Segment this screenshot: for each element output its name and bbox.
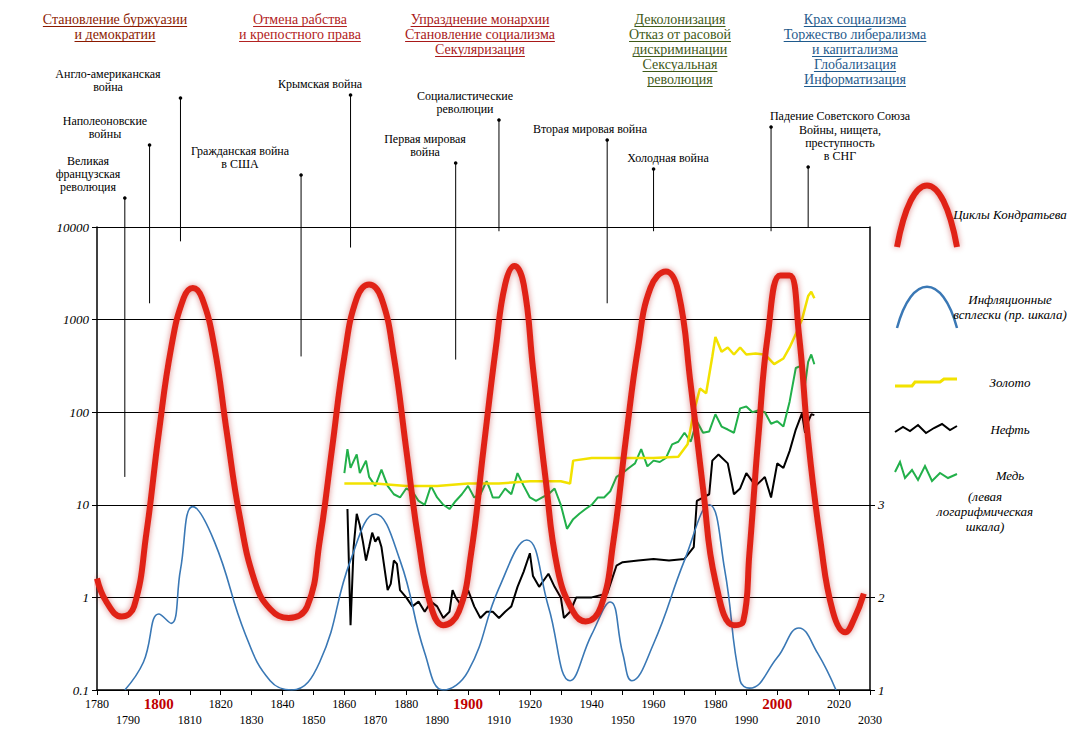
svg-text:10000: 10000 (57, 220, 90, 235)
svg-text:войны: войны (89, 127, 122, 141)
svg-text:Крымская война: Крымская война (278, 77, 363, 91)
svg-text:в США: в США (221, 157, 259, 171)
svg-text:Медь: Медь (995, 468, 1025, 483)
svg-text:1000: 1000 (63, 312, 90, 327)
svg-text:Первая мировая: Первая мировая (384, 132, 466, 146)
svg-text:Войны, нищета,: Войны, нищета, (799, 123, 881, 137)
svg-text:1980: 1980 (703, 697, 727, 711)
svg-text:1940: 1940 (580, 697, 604, 711)
svg-text:война: война (410, 145, 440, 159)
svg-text:Крах социализма: Крах социализма (804, 12, 907, 27)
svg-text:2: 2 (878, 590, 885, 605)
svg-text:и крепостного права: и крепостного права (239, 27, 362, 42)
svg-text:1: 1 (83, 590, 90, 605)
svg-text:10: 10 (76, 497, 90, 512)
svg-text:1860: 1860 (332, 697, 356, 711)
svg-text:Информатизация: Информатизация (804, 72, 906, 87)
svg-text:и демократии: и демократии (75, 27, 156, 42)
svg-text:1820: 1820 (209, 697, 233, 711)
svg-text:Циклы Кондратьева: Циклы Кондратьева (952, 207, 1067, 222)
svg-text:Холодная война: Холодная война (627, 151, 709, 165)
svg-text:Гражданская война: Гражданская война (191, 144, 290, 158)
svg-text:Отказ от расовой: Отказ от расовой (629, 27, 731, 42)
svg-text:Социалистические: Социалистические (417, 89, 513, 103)
svg-text:революция: революция (647, 72, 713, 87)
svg-text:1830: 1830 (240, 713, 264, 727)
svg-text:Падение Советского Союза: Падение Советского Союза (770, 109, 911, 123)
svg-text:1970: 1970 (672, 713, 696, 727)
svg-text:1840: 1840 (271, 697, 295, 711)
svg-text:Секуляризация: Секуляризация (435, 42, 525, 57)
svg-text:дискриминации: дискриминации (633, 42, 728, 57)
svg-text:2000: 2000 (762, 696, 792, 712)
svg-text:Упразднение монархии: Упразднение монархии (411, 12, 550, 27)
svg-text:1: 1 (878, 683, 885, 698)
svg-text:всплески (пр. шкала): всплески (пр. шкала) (953, 307, 1067, 322)
svg-text:Становление социализма: Становление социализма (405, 27, 556, 42)
svg-text:Отмена рабства: Отмена рабства (253, 12, 348, 27)
svg-text:1850: 1850 (301, 713, 325, 727)
svg-text:(левая: (левая (968, 489, 1002, 504)
svg-text:2030: 2030 (858, 713, 882, 727)
svg-text:Глобализация: Глобализация (814, 57, 897, 72)
svg-text:Англо-американская: Англо-американская (55, 67, 161, 81)
svg-text:война: война (93, 80, 123, 94)
svg-text:1810: 1810 (178, 713, 202, 727)
svg-text:2010: 2010 (796, 713, 820, 727)
svg-text:логарифмическая: логарифмическая (936, 504, 1033, 519)
svg-text:Нефть: Нефть (989, 422, 1029, 437)
svg-text:революция: революция (60, 180, 117, 194)
svg-text:0.1: 0.1 (73, 683, 89, 698)
svg-text:1800: 1800 (144, 696, 174, 712)
svg-text:Вторая мировая война: Вторая мировая война (533, 122, 648, 136)
svg-text:Инфляционные: Инфляционные (967, 292, 1052, 307)
svg-text:Великая: Великая (67, 154, 110, 168)
svg-text:3: 3 (877, 497, 885, 512)
svg-text:1870: 1870 (363, 713, 387, 727)
svg-text:Деколонизация: Деколонизация (635, 12, 727, 27)
svg-text:1890: 1890 (425, 713, 449, 727)
svg-text:французская: французская (56, 167, 121, 181)
svg-text:1950: 1950 (611, 713, 635, 727)
svg-text:Золото: Золото (990, 375, 1031, 390)
svg-text:1880: 1880 (394, 697, 418, 711)
svg-text:1990: 1990 (734, 713, 758, 727)
svg-text:шкала): шкала) (966, 519, 1005, 534)
svg-text:2020: 2020 (827, 697, 851, 711)
svg-text:1780: 1780 (85, 697, 109, 711)
svg-text:1900: 1900 (453, 696, 483, 712)
svg-text:Торжество либерализма: Торжество либерализма (784, 27, 927, 42)
svg-text:Наполеоновские: Наполеоновские (63, 114, 147, 128)
svg-text:преступность: преступность (805, 136, 875, 150)
svg-text:1930: 1930 (549, 713, 573, 727)
svg-text:100: 100 (70, 405, 90, 420)
svg-text:и капитализма: и капитализма (812, 42, 899, 57)
svg-text:Становление буржуазии: Становление буржуазии (43, 12, 188, 27)
svg-text:в СНГ: в СНГ (824, 149, 856, 163)
svg-text:1790: 1790 (116, 713, 140, 727)
svg-text:1910: 1910 (487, 713, 511, 727)
svg-text:Сексуальная: Сексуальная (643, 57, 718, 72)
svg-text:1960: 1960 (642, 697, 666, 711)
svg-text:1920: 1920 (518, 697, 542, 711)
svg-text:революции: революции (437, 102, 495, 116)
